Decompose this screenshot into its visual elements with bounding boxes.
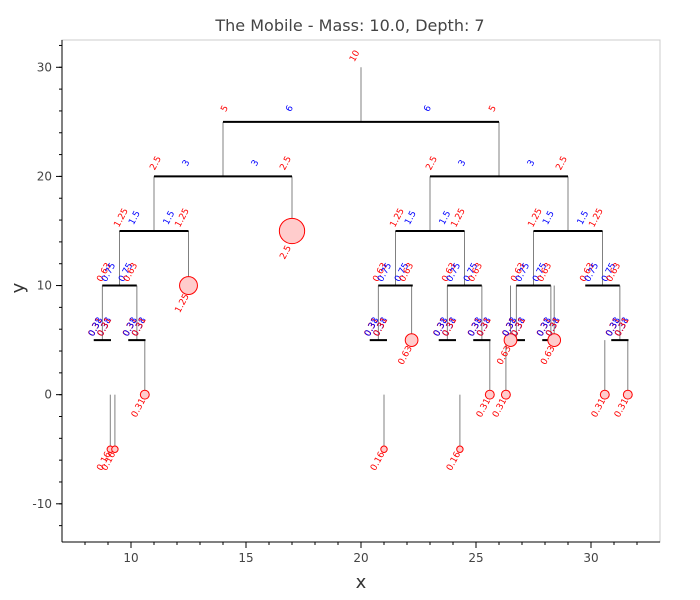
rod-right-arm-label: 6 bbox=[422, 104, 434, 114]
rod-right-arm-label: 3 bbox=[526, 159, 538, 169]
root-mass-label: 10 bbox=[348, 49, 362, 64]
strings-layer bbox=[101, 67, 629, 450]
weight bbox=[139, 389, 150, 400]
weight bbox=[500, 389, 511, 400]
weight-mass-label: 0.31 bbox=[475, 397, 493, 419]
x-tick-label: 20 bbox=[353, 551, 368, 565]
x-tick-label: 30 bbox=[583, 551, 598, 565]
weight-mass-label: 0.63 bbox=[539, 344, 557, 366]
weights-layer bbox=[106, 217, 633, 453]
x-tick-label: 15 bbox=[238, 551, 253, 565]
rod-right-mass-label: 2.5 bbox=[554, 155, 570, 172]
x-axis-label: x bbox=[356, 572, 367, 593]
weight-mass-label: 0.16 bbox=[369, 450, 387, 473]
weight bbox=[404, 333, 419, 347]
weight bbox=[622, 389, 633, 400]
rod-left-mass-label: 2.5 bbox=[148, 155, 164, 172]
weight bbox=[503, 333, 518, 347]
rod-right-arm-label: 3 bbox=[250, 159, 262, 169]
rod-right-mass-label: 2.5 bbox=[278, 155, 294, 172]
rod-left-arm-label: 3 bbox=[457, 159, 469, 169]
weight-mass-label: 2.5 bbox=[278, 244, 294, 261]
weight-mass-label: 0.16 bbox=[445, 450, 463, 473]
rod-right-mass-label: 1.25 bbox=[174, 207, 192, 229]
rod-left-mass-label: 1.25 bbox=[527, 207, 545, 229]
weight bbox=[599, 389, 610, 400]
weight-mass-label: 0.63 bbox=[397, 344, 415, 366]
weight bbox=[278, 217, 306, 245]
y-axis-label: y bbox=[8, 282, 29, 293]
rod-right-mass-label: 1.25 bbox=[450, 207, 468, 229]
rod-right-mass-label: 1.25 bbox=[588, 207, 606, 229]
y-tick-label: 0 bbox=[44, 388, 52, 402]
weight bbox=[456, 445, 464, 453]
axes-layer: 10 15 20 25 30 -10 0 10 20 30 bbox=[32, 40, 660, 565]
weight bbox=[547, 333, 562, 347]
rod-left-mass-label: 5 bbox=[219, 104, 231, 114]
y-tick-label: 20 bbox=[37, 169, 52, 183]
rod-left-mass-label: 1.25 bbox=[389, 207, 407, 229]
labels-layer: 105 6 6 52.5 3 3 2.5 2.5 3 3 2.51.251.5 1.51.25 1.25… bbox=[87, 49, 632, 473]
weight-mass-label: 0.31 bbox=[613, 397, 631, 419]
x-tick-label: 25 bbox=[468, 551, 483, 565]
y-tick-label: 10 bbox=[37, 279, 52, 293]
weight bbox=[484, 389, 495, 400]
weight-mass-label: 1.25 bbox=[174, 292, 192, 314]
weight-mass-label: 0.31 bbox=[130, 397, 148, 419]
y-tick-label: -10 bbox=[32, 497, 52, 511]
weight bbox=[380, 445, 388, 453]
rod-right-mass-label: 5 bbox=[487, 104, 499, 114]
weight-mass-label: 0.31 bbox=[491, 397, 509, 419]
x-tick-label: 10 bbox=[123, 551, 138, 565]
rod-left-arm-label: 6 bbox=[284, 104, 296, 114]
rod-left-mass-label: 2.5 bbox=[424, 155, 440, 172]
weight bbox=[111, 445, 119, 453]
rod-left-mass-label: 1.25 bbox=[113, 207, 131, 229]
y-tick-label: 30 bbox=[37, 60, 52, 74]
weight bbox=[179, 276, 198, 295]
weight-mass-label: 0.63 bbox=[496, 344, 514, 366]
weight-mass-label: 0.31 bbox=[590, 397, 608, 419]
chart-title: The Mobile - Mass: 10.0, Depth: 7 bbox=[214, 16, 484, 35]
rod-left-arm-label: 3 bbox=[181, 159, 193, 169]
